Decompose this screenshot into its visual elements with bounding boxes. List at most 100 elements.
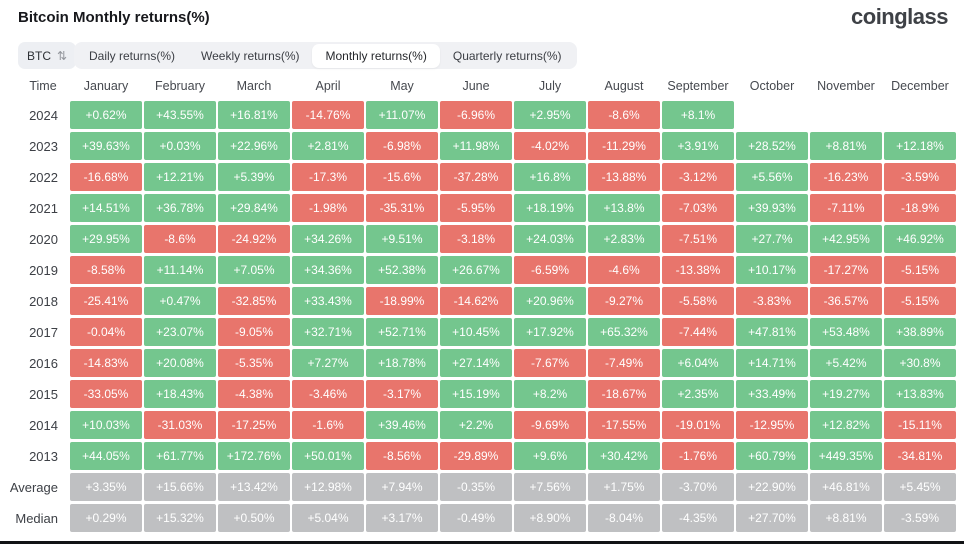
return-cell: +10.17% [736, 256, 808, 284]
table-row: 2020 +29.95% -8.6% -24.92% +34.26% +9.51% -3.1… [18, 225, 956, 253]
return-cell: +46.81% [810, 473, 882, 501]
return-cell: +18.43% [144, 380, 216, 408]
return-cell: +3.17% [366, 504, 438, 532]
bottom-border [0, 541, 964, 544]
return-cell: +52.38% [366, 256, 438, 284]
return-cell: +2.95% [514, 101, 586, 129]
return-cell: +1.75% [588, 473, 660, 501]
coinglass-logo[interactable]: coinglass [851, 4, 948, 29]
table-row: Median +0.29% +15.32% +0.50% +5.04% +3.17% -0.… [15, 504, 956, 532]
return-cell: +39.93% [736, 194, 808, 222]
return-cell: +29.84% [218, 194, 290, 222]
return-cell: -31.03% [144, 411, 216, 439]
return-cell: -3.83% [736, 287, 808, 315]
tab-quarterly[interactable]: Quarterly returns(%) [452, 48, 562, 63]
return-cell: +6.04% [662, 349, 734, 377]
column-header: April [315, 79, 341, 93]
return-cell: +8.90% [514, 504, 586, 532]
return-cell: +23.07% [144, 318, 216, 346]
tab-weekly[interactable]: Weekly returns(%) [201, 48, 300, 63]
return-cell: +12.18% [884, 132, 956, 160]
return-cell: -11.29% [588, 132, 660, 160]
return-cell: -3.18% [440, 225, 512, 253]
return-cell: -34.81% [884, 442, 956, 470]
table-row: 2017 -0.04% +23.07% -9.05% +32.71% +52.71% +10… [18, 318, 956, 346]
return-cell: +0.03% [144, 132, 216, 160]
return-cell: +27.70% [736, 504, 808, 532]
table-row: 2023 +39.63% +0.03% +22.96% +2.81% -6.98% +11.… [18, 132, 956, 160]
return-cell: -15.6% [366, 163, 438, 191]
return-cell: -6.98% [366, 132, 438, 160]
return-cell: -1.76% [662, 442, 734, 470]
row-label: 2019 [29, 262, 58, 278]
column-header: February [154, 79, 206, 93]
return-cell: -37.28% [440, 163, 512, 191]
return-cell: -3.12% [662, 163, 734, 191]
return-cell: -5.95% [440, 194, 512, 222]
table-row: Average +3.35% +15.66% +13.42% +12.98% +7.94%… [10, 473, 956, 501]
return-cell: -1.98% [292, 194, 364, 222]
return-cell: +11.98% [440, 132, 512, 160]
return-cell: -7.49% [588, 349, 660, 377]
return-cell: -5.58% [662, 287, 734, 315]
return-cell: +26.67% [440, 256, 512, 284]
column-header: July [538, 79, 562, 93]
return-cell: +12.98% [292, 473, 364, 501]
return-cell: +3.91% [662, 132, 734, 160]
return-cell: -36.57% [810, 287, 882, 315]
row-label: 2023 [29, 138, 58, 154]
return-cell: -7.11% [810, 194, 882, 222]
row-label: 2018 [29, 293, 58, 309]
return-cell: -0.49% [440, 504, 512, 532]
return-cell: +29.95% [70, 225, 142, 253]
return-cell: -25.41% [70, 287, 142, 315]
return-cell: -3.17% [366, 380, 438, 408]
return-cell: -14.76% [292, 101, 364, 129]
return-cell: +20.96% [514, 287, 586, 315]
symbol-select-value: BTC [27, 48, 51, 63]
return-cell: +27.7% [736, 225, 808, 253]
return-cell: -0.35% [440, 473, 512, 501]
returns-tab-bar: Daily returns(%) Weekly returns(%) Monthly… [74, 42, 577, 69]
return-cell: -8.6% [144, 225, 216, 253]
return-cell: +65.32% [588, 318, 660, 346]
return-cell: +38.89% [884, 318, 956, 346]
table-row: 2021 +14.51% +36.78% +29.84% -1.98% -35.31% -5… [18, 194, 956, 222]
tab-daily[interactable]: Daily returns(%) [89, 48, 176, 63]
tab-monthly[interactable]: Monthly returns(%) [312, 43, 440, 68]
return-cell: +46.92% [884, 225, 956, 253]
return-cell: -7.03% [662, 194, 734, 222]
row-label: 2016 [29, 355, 58, 371]
return-cell: +34.26% [292, 225, 364, 253]
return-cell: -4.6% [588, 256, 660, 284]
return-cell: +0.29% [70, 504, 142, 532]
return-cell: -3.59% [884, 504, 956, 532]
return-cell: +18.78% [366, 349, 438, 377]
return-cell: +172.76% [218, 442, 290, 470]
return-cell: +9.6% [514, 442, 586, 470]
return-cell: +52.71% [366, 318, 438, 346]
return-cell: -4.02% [514, 132, 586, 160]
return-cell: +44.05% [70, 442, 142, 470]
return-cell: +15.32% [144, 504, 216, 532]
table-row: 2016 -14.83% +20.08% -5.35% +7.27% +18.78% +27… [18, 349, 956, 377]
return-cell: -6.96% [440, 101, 512, 129]
column-header: December [891, 79, 949, 93]
table-row: 2024 +0.62% +43.55% +16.81% -14.76% +11.07% -6… [18, 101, 956, 129]
table-row: 2013 +44.05% +61.77% +172.76% +50.01% -8.56% -… [18, 442, 956, 470]
return-cell: -16.68% [70, 163, 142, 191]
return-cell: +2.35% [662, 380, 734, 408]
return-cell: -15.11% [884, 411, 956, 439]
return-cell: -9.05% [218, 318, 290, 346]
return-cell: +8.81% [810, 132, 882, 160]
row-label: 2014 [29, 417, 58, 433]
return-cell: +3.35% [70, 473, 142, 501]
return-cell: +30.42% [588, 442, 660, 470]
return-cell: -8.58% [70, 256, 142, 284]
return-cell: +0.47% [144, 287, 216, 315]
return-cell: -17.55% [588, 411, 660, 439]
return-cell: +15.66% [144, 473, 216, 501]
symbol-select[interactable]: BTC ⇅ [18, 42, 77, 69]
return-cell: +33.43% [292, 287, 364, 315]
